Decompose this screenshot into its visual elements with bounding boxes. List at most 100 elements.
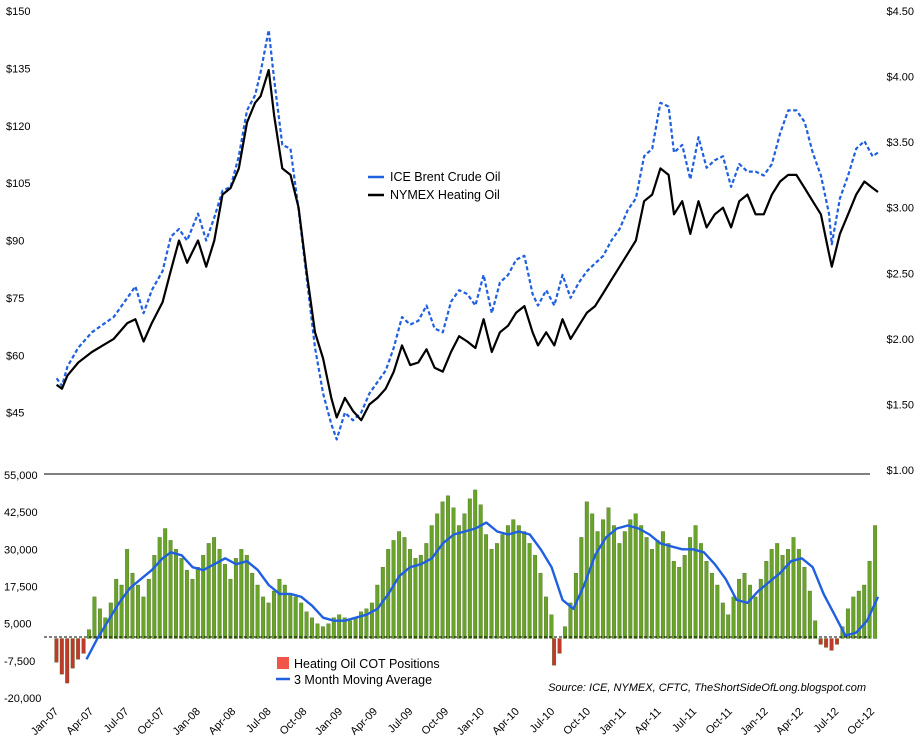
cot-position-bar <box>184 569 189 639</box>
cot-position-bar <box>699 543 703 639</box>
cot-position-bar <box>119 584 124 639</box>
cot-position-bar <box>511 519 516 639</box>
cot-position-bar <box>612 525 616 639</box>
heating-oil-line <box>55 68 879 422</box>
cot-position-bar <box>87 629 91 639</box>
cot-position-bar <box>495 543 499 639</box>
cot-moving-average-group <box>85 521 880 660</box>
cot-position-bar <box>141 596 146 639</box>
cot-position-bar <box>59 638 64 675</box>
brent-legend-label: ICE Brent Crude Oil <box>390 170 500 184</box>
cot-axis-tick-label: 42,500 <box>4 507 38 519</box>
left-axis-tick-label: $105 <box>6 178 30 190</box>
right-axis-tick-label: $2.00 <box>886 334 914 346</box>
cot-position-bar <box>478 504 483 639</box>
cot-position-bar <box>435 513 440 639</box>
cot-position-bar <box>544 596 548 639</box>
cot-position-bar <box>315 623 320 639</box>
right-axis-tick-label: $4.50 <box>886 6 914 18</box>
cot-position-bar <box>239 549 244 639</box>
cot-position-bar <box>655 540 660 639</box>
cot-position-bar <box>677 567 682 639</box>
cot-position-bar <box>228 578 233 639</box>
cot-axis-tick-label: 55,000 <box>4 470 38 482</box>
cot-position-bar <box>633 513 638 639</box>
cot-position-bar <box>644 537 649 639</box>
cot-position-bar <box>522 531 527 639</box>
cot-position-bar <box>802 567 807 639</box>
cot-position-bar <box>364 608 369 639</box>
cot-position-bar <box>489 549 494 639</box>
cot-position-bar <box>758 578 763 639</box>
cot-position-bar <box>704 561 709 639</box>
price-left-axis: $150 $135 $120 $105 $90 $75 $60 $45 <box>6 6 30 420</box>
cot-position-bar <box>601 519 606 639</box>
cot-position-bar <box>348 620 353 639</box>
cot-position-bar <box>557 638 562 654</box>
cot-position-bar <box>190 578 195 639</box>
cot-positions-legend-swatch <box>277 657 289 669</box>
cot-position-bar <box>527 543 532 639</box>
cot-position-bar <box>152 555 157 639</box>
cot-position-bar <box>671 561 676 639</box>
right-axis-tick-label: $4.00 <box>886 72 914 84</box>
cot-position-bar <box>552 638 557 666</box>
cot-position-bar <box>174 549 178 639</box>
cot-position-bar <box>359 611 363 639</box>
cot-position-bar <box>856 590 861 639</box>
cot-position-bar <box>217 549 222 639</box>
cot-positions-legend-label: Heating Oil COT Positions <box>294 657 440 671</box>
cot-position-bar <box>255 584 260 639</box>
cot-position-bar <box>272 590 276 639</box>
source-note: Source: ICE, NYMEX, CFTC, TheShortSideOf… <box>548 682 866 694</box>
cot-position-bar <box>867 561 872 639</box>
left-axis-tick-label: $75 <box>6 293 24 305</box>
cot-position-bar <box>818 638 823 645</box>
cot-position-bar <box>163 528 168 639</box>
cot-position-bar <box>748 584 752 639</box>
cot-position-bar <box>65 638 70 684</box>
cot-position-bar <box>342 617 347 639</box>
cot-position-bar <box>650 549 654 639</box>
cot-position-bar <box>277 578 282 639</box>
cot-axis-tick-label: -20,000 <box>4 693 41 705</box>
cot-axis-tick-label: 30,000 <box>4 544 38 556</box>
cot-position-bar <box>584 501 589 639</box>
cot-position-bar <box>726 614 731 639</box>
cot-position-bar <box>146 578 151 639</box>
cot-position-bar <box>617 543 622 639</box>
cot-position-bar <box>538 572 543 639</box>
left-axis-tick-label: $90 <box>6 236 24 248</box>
cot-axis-tick-label: 17,500 <box>4 582 38 594</box>
price-legend-box <box>362 166 528 203</box>
cot-position-bar <box>682 555 687 639</box>
cot-position-bar <box>622 531 627 639</box>
cot-position-bar <box>595 531 600 639</box>
cot-position-bar <box>76 638 81 660</box>
cot-position-bar <box>206 543 211 639</box>
cot-position-bar <box>791 537 796 639</box>
cot-position-bar <box>310 617 314 639</box>
cot-position-bar <box>873 525 878 639</box>
cot-axis-tick-label: -7,500 <box>4 656 35 668</box>
cot-position-bar <box>720 602 725 639</box>
cot-position-bar <box>660 531 665 639</box>
cot-position-bar <box>266 602 271 639</box>
right-axis-tick-label: $3.50 <box>886 137 914 149</box>
cot-position-bar <box>467 498 472 639</box>
cot-position-bar <box>780 555 785 639</box>
cot-position-bar <box>70 638 75 669</box>
cot-position-bar <box>688 537 693 639</box>
cot-position-bar <box>54 638 59 663</box>
cot-position-bar <box>130 572 135 639</box>
cot-position-bar <box>353 617 358 639</box>
left-axis-tick-label: $120 <box>6 121 30 133</box>
cot-position-bar <box>807 590 812 639</box>
cot-position-bar <box>775 543 780 639</box>
cot-legend: Heating Oil COT Positions 3 Month Moving… <box>268 654 476 690</box>
cot-position-bar <box>212 537 217 639</box>
brent-crude-line <box>55 29 879 441</box>
cot-position-bar <box>563 626 567 639</box>
cot-bars-group <box>54 489 878 684</box>
